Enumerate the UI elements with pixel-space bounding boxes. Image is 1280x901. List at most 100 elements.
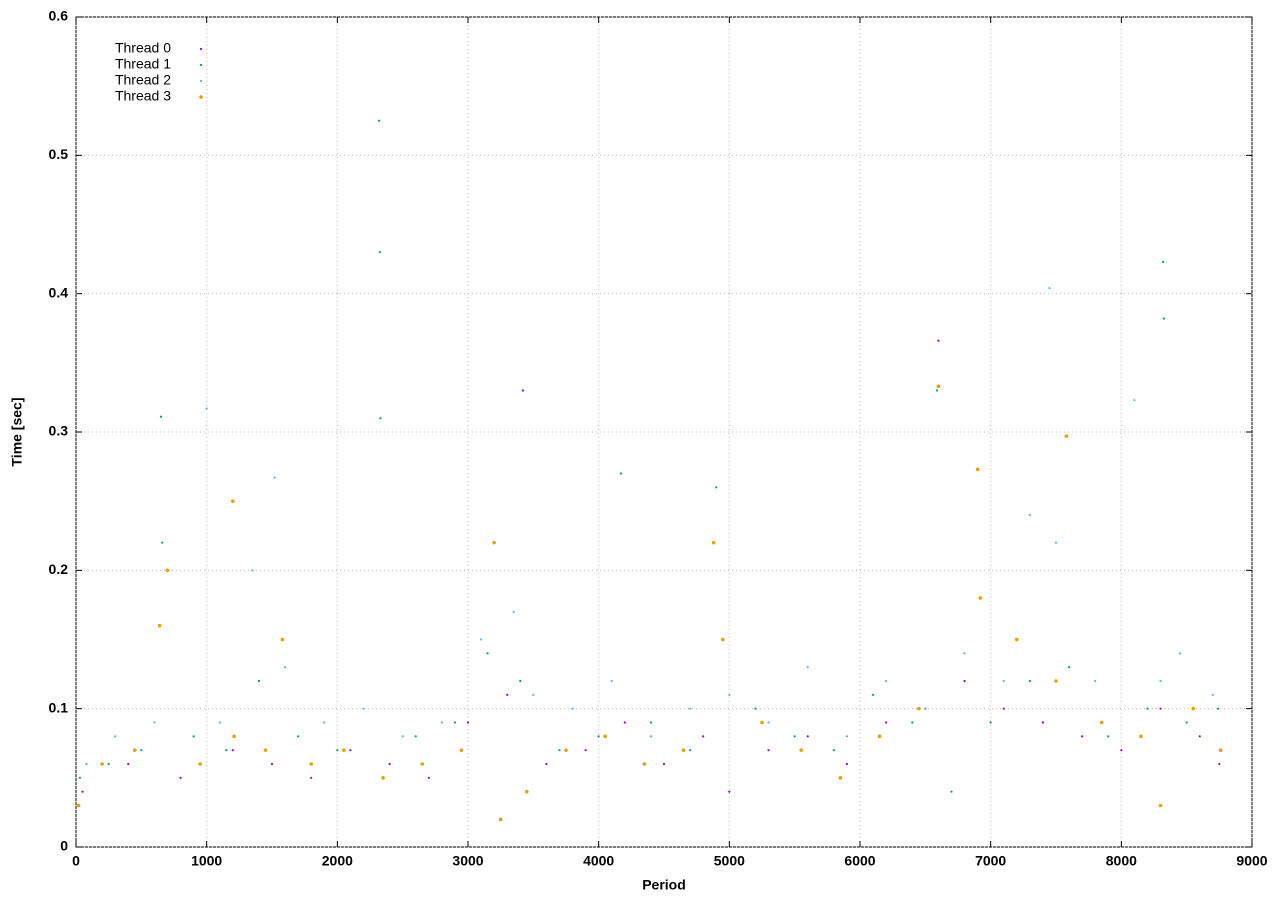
data-point xyxy=(1218,762,1221,766)
data-point xyxy=(721,637,725,642)
data-point xyxy=(1028,513,1031,517)
data-point xyxy=(610,679,613,683)
data-point xyxy=(388,762,391,766)
data-point xyxy=(1064,434,1069,438)
data-point xyxy=(1216,707,1220,710)
data-point xyxy=(689,707,692,710)
data-point xyxy=(140,749,143,752)
data-point xyxy=(323,721,326,724)
data-point xyxy=(1159,679,1162,683)
data-point xyxy=(107,762,110,766)
data-point xyxy=(950,790,953,793)
x-axis-label: Period xyxy=(642,877,686,893)
x-tick-label: 1000 xyxy=(191,853,222,869)
data-point xyxy=(1094,679,1097,683)
data-point xyxy=(114,735,117,738)
data-point xyxy=(1218,748,1223,752)
data-point xyxy=(273,476,276,479)
data-point xyxy=(937,339,940,342)
data-point xyxy=(623,721,626,724)
data-point xyxy=(597,735,600,738)
data-point xyxy=(283,666,287,669)
data-point xyxy=(127,762,130,766)
data-point xyxy=(728,693,731,696)
data-point xyxy=(662,762,666,766)
data-point xyxy=(1146,707,1149,710)
data-point xyxy=(911,721,914,724)
data-point xyxy=(584,749,587,752)
data-point xyxy=(1048,287,1051,290)
y-tick-label: 0.3 xyxy=(49,423,69,439)
data-point xyxy=(232,734,236,739)
data-point xyxy=(885,679,888,683)
data-point xyxy=(649,721,653,724)
data-point xyxy=(619,472,622,475)
data-point xyxy=(159,415,163,418)
data-point xyxy=(466,721,470,724)
data-point xyxy=(845,762,849,766)
data-point xyxy=(453,721,457,724)
data-point xyxy=(414,735,417,738)
data-point xyxy=(806,666,809,669)
data-point xyxy=(157,623,162,628)
data-point xyxy=(231,499,235,503)
data-point xyxy=(198,762,202,766)
legend-marker xyxy=(199,79,203,83)
data-point xyxy=(1002,679,1005,683)
data-point xyxy=(603,734,607,739)
data-point xyxy=(310,776,313,779)
data-point xyxy=(401,735,404,738)
data-point xyxy=(362,707,365,710)
legend-label: Thread 0 xyxy=(115,40,171,56)
data-point xyxy=(251,569,254,572)
data-point xyxy=(153,721,156,724)
data-point xyxy=(642,762,647,766)
data-point xyxy=(1162,260,1165,263)
x-tick-label: 5000 xyxy=(714,853,745,869)
data-point xyxy=(349,749,352,752)
data-point xyxy=(711,540,716,545)
data-point xyxy=(81,790,84,793)
data-point xyxy=(532,693,535,696)
data-point xyxy=(767,749,770,752)
data-point xyxy=(558,749,561,752)
data-point xyxy=(1067,666,1071,669)
data-point xyxy=(85,762,88,766)
data-point xyxy=(1081,735,1084,738)
data-point xyxy=(192,735,195,738)
data-point xyxy=(978,596,983,600)
data-point xyxy=(1162,317,1165,320)
data-point xyxy=(205,407,208,410)
data-point xyxy=(793,735,796,738)
data-point xyxy=(512,610,515,613)
data-point xyxy=(225,749,228,752)
data-point xyxy=(492,540,496,545)
data-point xyxy=(689,749,692,752)
data-point xyxy=(917,706,921,711)
data-point xyxy=(498,817,503,822)
data-point xyxy=(564,748,568,752)
y-axis-label: Time [sec] xyxy=(9,398,25,467)
data-point xyxy=(506,693,509,696)
x-tick-label: 6000 xyxy=(844,853,875,869)
y-tick-label: 0 xyxy=(60,838,68,854)
legend-marker xyxy=(199,95,203,99)
legend-label: Thread 1 xyxy=(115,56,171,72)
data-point xyxy=(459,748,464,752)
data-point xyxy=(975,467,980,472)
data-point xyxy=(1028,679,1031,683)
data-point xyxy=(1015,637,1019,642)
data-point xyxy=(877,734,882,739)
data-point xyxy=(1159,707,1162,710)
data-point xyxy=(681,748,686,752)
data-point xyxy=(845,735,849,738)
data-point xyxy=(342,748,346,752)
data-point xyxy=(702,735,705,738)
data-point xyxy=(963,679,966,683)
data-point xyxy=(378,119,381,122)
data-point xyxy=(420,762,425,766)
y-tick-label: 0.2 xyxy=(49,561,69,577)
data-point xyxy=(379,417,382,420)
data-point xyxy=(280,637,285,642)
